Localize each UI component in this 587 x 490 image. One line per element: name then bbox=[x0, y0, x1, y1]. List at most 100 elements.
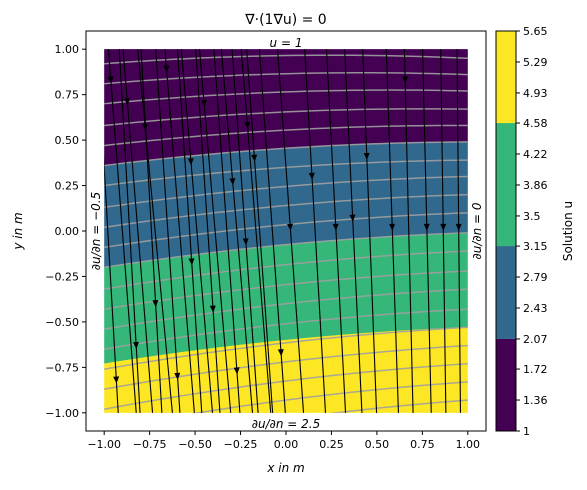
streamline-arrow bbox=[152, 300, 159, 308]
streamline bbox=[246, 49, 274, 413]
streamline-arrow bbox=[455, 223, 462, 231]
isoline bbox=[104, 108, 468, 127]
streamline-arrow bbox=[132, 341, 139, 350]
isoline bbox=[104, 270, 468, 310]
streamline bbox=[137, 49, 173, 413]
colorbar-tick-label: 5.29 bbox=[523, 56, 548, 69]
streamline bbox=[176, 49, 203, 413]
isoline bbox=[104, 175, 468, 209]
y-tick-label: −0.75 bbox=[45, 361, 79, 374]
streamline-arrow bbox=[113, 376, 120, 384]
streamline bbox=[258, 49, 286, 413]
streamline bbox=[403, 49, 414, 413]
x-tick-label: 0.50 bbox=[365, 438, 390, 451]
streamline-arrow bbox=[440, 223, 447, 231]
streamline bbox=[104, 157, 119, 413]
streamline-arrow bbox=[402, 76, 409, 84]
streamline-arrow bbox=[229, 178, 236, 186]
streamline-arrow bbox=[124, 98, 131, 106]
chart-title: ∇·(1∇u) = 0 bbox=[244, 12, 326, 28]
isoline bbox=[104, 288, 468, 330]
boundary-label-left: ∂u/∂n = −0.5 bbox=[89, 192, 103, 271]
isoline bbox=[104, 344, 468, 390]
colorbar-tick-label: 3.86 bbox=[523, 179, 548, 192]
y-tick-label: 0.50 bbox=[55, 134, 80, 147]
y-axis: −1.00 −0.75 −0.50 −0.25 0.00 0.25 0.50 0.75 1.00 bbox=[45, 43, 86, 420]
streamline-arrow bbox=[349, 214, 356, 222]
contour-bands bbox=[104, 49, 468, 413]
streamline-arrow bbox=[107, 76, 114, 84]
colorbar-tick-label: 2.07 bbox=[523, 333, 548, 346]
isoline bbox=[193, 381, 468, 413]
colorbar-tick-label: 1.36 bbox=[523, 394, 548, 407]
streamline-arrow bbox=[233, 367, 240, 375]
colorbar-tick-label: 1 bbox=[523, 425, 530, 438]
streamline bbox=[277, 49, 305, 413]
streamline bbox=[385, 49, 399, 413]
streamline-arrow bbox=[251, 154, 258, 162]
streamline bbox=[220, 49, 254, 413]
colorbar-tick-label: 3.15 bbox=[523, 240, 548, 253]
colorbar-tick-label: 4.22 bbox=[523, 148, 548, 161]
colorbar-segment bbox=[496, 123, 516, 247]
streamline bbox=[180, 49, 214, 413]
x-tick-label: 0.00 bbox=[274, 438, 299, 451]
isoline bbox=[104, 124, 468, 147]
colorbar-label: Solution u bbox=[561, 201, 575, 261]
x-tick-label: −0.75 bbox=[133, 438, 167, 451]
colorbar-tick-label: 5.65 bbox=[523, 25, 548, 38]
x-tick-label: −0.25 bbox=[224, 438, 258, 451]
isoline bbox=[104, 141, 468, 167]
isoline bbox=[104, 72, 468, 85]
streamline-arrow bbox=[209, 305, 216, 313]
isoline bbox=[104, 212, 468, 249]
streamline-arrow bbox=[277, 349, 284, 357]
streamline bbox=[325, 49, 347, 413]
streamline bbox=[164, 49, 195, 413]
streamline-arrow bbox=[308, 172, 315, 180]
boundary-label-bottom: ∂u/∂n = 2.5 bbox=[252, 417, 320, 431]
y-tick-label: 0.00 bbox=[55, 225, 80, 238]
streamline bbox=[231, 49, 259, 413]
colorbar-tick-label: 2.43 bbox=[523, 302, 548, 315]
y-tick-label: −1.00 bbox=[45, 407, 79, 420]
colorbar-segment bbox=[496, 246, 516, 339]
x-axis: −1.00 −0.75 −0.50 −0.25 0.00 0.25 0.50 0.75 1.00 bbox=[87, 431, 480, 451]
colorbar-ticks: 1 1.36 1.72 2.07 2.43 2.79 3.15 3.5 3.86 4.22 4.58… bbox=[516, 25, 548, 438]
streamline-arrow bbox=[389, 223, 396, 231]
x-tick-label: −0.50 bbox=[178, 438, 212, 451]
x-tick-label: 0.25 bbox=[319, 438, 344, 451]
streamline-arrow bbox=[332, 223, 339, 231]
colorbar-tick-label: 1.72 bbox=[523, 363, 548, 376]
streamline-arrow bbox=[141, 123, 148, 131]
isoline bbox=[104, 54, 468, 65]
streamline bbox=[195, 49, 221, 413]
streamline bbox=[155, 49, 181, 413]
y-axis-label: y in m bbox=[11, 212, 25, 250]
colorbar-segment bbox=[496, 338, 516, 431]
x-axis-label: x in m bbox=[266, 461, 304, 475]
isoline bbox=[104, 232, 468, 269]
streamline-arrow bbox=[423, 223, 430, 231]
y-tick-label: −0.50 bbox=[45, 316, 79, 329]
colorbar bbox=[496, 31, 516, 431]
colorbar-tick-label: 3.5 bbox=[523, 210, 541, 223]
colorbar-segment bbox=[496, 31, 516, 124]
streamline bbox=[422, 49, 432, 413]
streamline bbox=[362, 49, 378, 413]
streamline bbox=[456, 49, 462, 413]
x-tick-label: −1.00 bbox=[87, 438, 121, 451]
streamline-arrow bbox=[200, 99, 207, 108]
streamline bbox=[240, 49, 272, 413]
streamline-arrow bbox=[174, 372, 181, 380]
y-tick-label: 0.75 bbox=[55, 89, 80, 102]
colorbar-tick-label: 4.93 bbox=[523, 87, 548, 100]
streamline-arrow bbox=[242, 238, 249, 246]
streamline bbox=[140, 49, 163, 413]
isoline bbox=[104, 250, 468, 290]
streamline bbox=[118, 49, 141, 413]
isoline bbox=[104, 308, 468, 350]
y-tick-label: 0.25 bbox=[55, 180, 80, 193]
streamline-arrow bbox=[363, 152, 370, 160]
